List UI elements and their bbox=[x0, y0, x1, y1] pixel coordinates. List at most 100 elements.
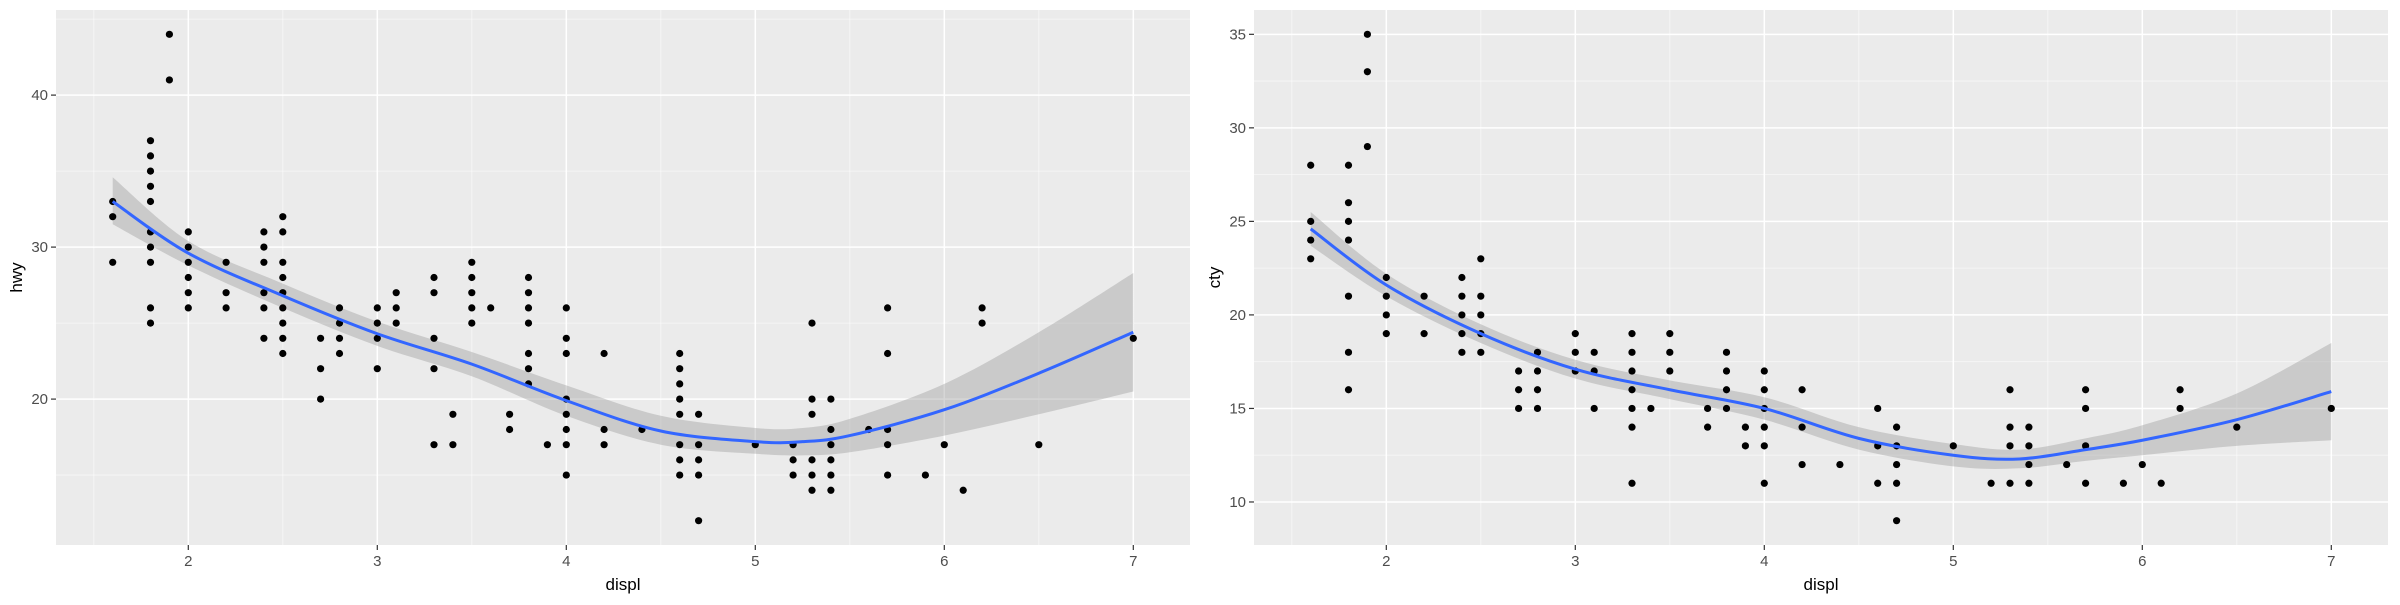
data-point bbox=[562, 425, 570, 434]
data-point bbox=[2176, 404, 2184, 413]
data-point bbox=[2063, 460, 2071, 469]
data-point bbox=[184, 243, 192, 251]
data-point bbox=[487, 304, 495, 312]
data-point bbox=[2006, 479, 2014, 487]
y-tick-label: 35 bbox=[1229, 26, 1246, 43]
data-point bbox=[1344, 236, 1353, 244]
data-point bbox=[184, 273, 192, 282]
data-point bbox=[1628, 330, 1636, 338]
data-point bbox=[1129, 334, 1137, 342]
data-point bbox=[808, 395, 816, 403]
data-point bbox=[676, 441, 684, 449]
data-point bbox=[2082, 479, 2090, 487]
data-point bbox=[449, 441, 457, 449]
data-point bbox=[1571, 330, 1579, 338]
data-point bbox=[940, 441, 948, 449]
data-point bbox=[978, 319, 986, 327]
data-point bbox=[1590, 348, 1598, 356]
data-point bbox=[2025, 460, 2033, 469]
data-point bbox=[1722, 348, 1731, 356]
data-point bbox=[695, 517, 703, 525]
data-point bbox=[1628, 423, 1636, 431]
data-point bbox=[921, 471, 930, 479]
data-point bbox=[695, 456, 703, 464]
data-point bbox=[1628, 367, 1636, 375]
data-point bbox=[2327, 404, 2335, 413]
data-point bbox=[1893, 423, 1901, 431]
data-point bbox=[676, 410, 684, 418]
data-point bbox=[146, 182, 155, 190]
data-point bbox=[1533, 367, 1542, 375]
data-point bbox=[2025, 423, 2033, 431]
data-point bbox=[827, 395, 835, 403]
data-point bbox=[676, 471, 684, 479]
data-point bbox=[1760, 442, 1768, 450]
x-tick-label: 4 bbox=[562, 553, 570, 570]
data-point bbox=[165, 30, 173, 38]
data-point bbox=[600, 441, 608, 449]
data-point bbox=[2025, 442, 2033, 450]
data-point bbox=[222, 289, 230, 297]
data-point bbox=[1363, 142, 1371, 151]
data-point bbox=[1628, 386, 1636, 394]
x-tick-label: 5 bbox=[1949, 553, 1957, 570]
data-point bbox=[1363, 30, 1371, 38]
data-point bbox=[2233, 423, 2241, 431]
data-point bbox=[1307, 255, 1315, 263]
data-point bbox=[335, 304, 344, 312]
smooth-line bbox=[1309, 227, 2332, 461]
data-point bbox=[1344, 199, 1353, 207]
data-point bbox=[335, 334, 344, 342]
data-point bbox=[808, 471, 816, 479]
data-point bbox=[1628, 479, 1636, 487]
data-point bbox=[524, 304, 533, 312]
data-point bbox=[827, 486, 835, 494]
x-tick-label: 7 bbox=[1129, 553, 1137, 570]
data-point bbox=[1382, 273, 1390, 282]
data-point bbox=[1533, 386, 1542, 394]
data-point bbox=[827, 471, 835, 479]
data-point bbox=[506, 410, 514, 418]
data-point bbox=[146, 137, 155, 145]
data-point bbox=[468, 304, 476, 312]
data-point bbox=[1363, 68, 1371, 76]
data-point bbox=[1760, 423, 1768, 431]
data-point bbox=[1344, 217, 1353, 225]
data-point bbox=[260, 289, 268, 297]
data-point bbox=[1515, 386, 1523, 394]
data-point bbox=[808, 486, 816, 494]
data-point bbox=[260, 334, 268, 342]
data-point bbox=[524, 365, 533, 373]
data-point bbox=[884, 349, 892, 358]
data-point bbox=[524, 289, 533, 297]
data-point bbox=[562, 410, 570, 418]
data-point bbox=[1949, 442, 1957, 450]
data-point bbox=[430, 273, 438, 282]
data-point bbox=[1722, 386, 1731, 394]
data-point bbox=[808, 319, 816, 327]
data-point bbox=[1307, 217, 1315, 225]
data-point bbox=[260, 304, 268, 312]
data-point bbox=[1628, 404, 1636, 413]
data-point bbox=[884, 304, 892, 312]
data-point bbox=[1477, 255, 1485, 263]
data-point bbox=[562, 334, 570, 342]
data-point bbox=[109, 258, 117, 266]
data-point bbox=[1874, 404, 1882, 413]
data-point bbox=[2138, 460, 2146, 469]
data-point bbox=[146, 197, 155, 206]
y-tick-label: 30 bbox=[1229, 120, 1246, 137]
data-point bbox=[1666, 367, 1674, 375]
data-point bbox=[1704, 404, 1712, 413]
data-point bbox=[524, 319, 533, 327]
data-point bbox=[1477, 348, 1485, 356]
data-point bbox=[146, 304, 155, 312]
data-point bbox=[676, 380, 684, 388]
data-point bbox=[468, 273, 476, 282]
data-point bbox=[827, 441, 835, 449]
data-point bbox=[430, 289, 438, 297]
data-point bbox=[279, 319, 287, 327]
data-point bbox=[146, 258, 155, 266]
data-point bbox=[1666, 330, 1674, 338]
